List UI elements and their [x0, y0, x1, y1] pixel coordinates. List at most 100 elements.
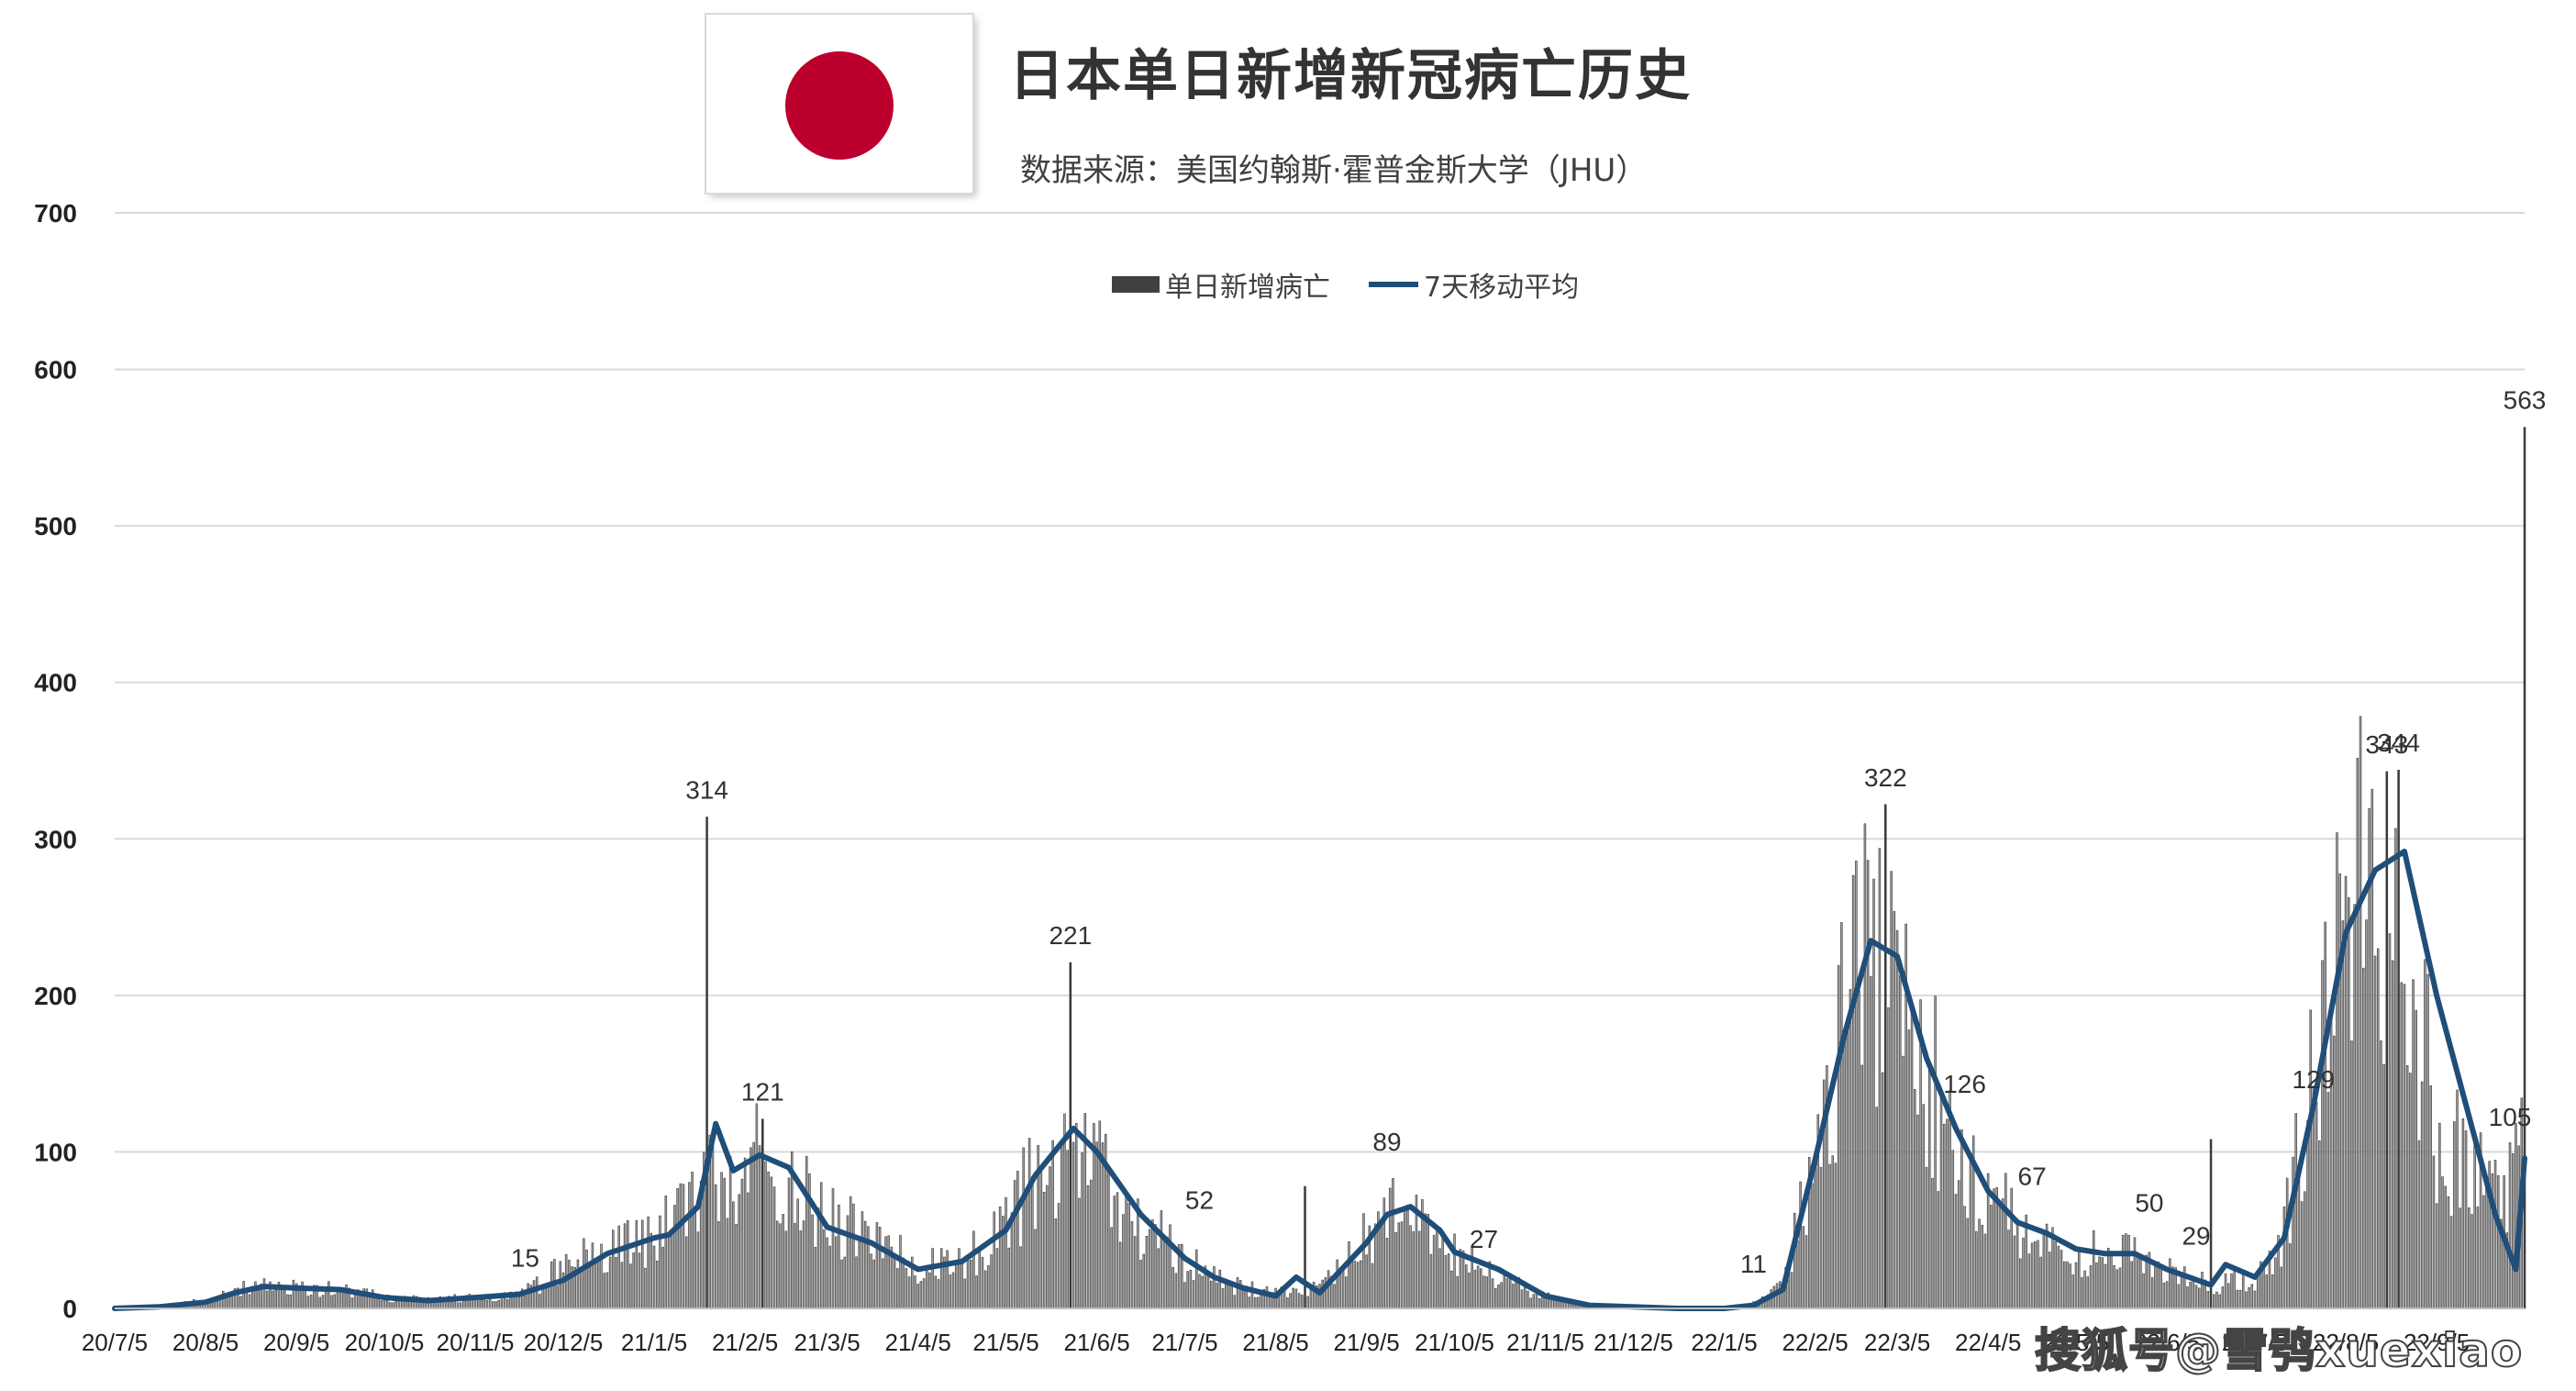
daily-death-bar	[2493, 1160, 2497, 1309]
daily-death-bar	[799, 1230, 803, 1309]
data-label: 52	[1185, 1185, 1214, 1214]
daily-death-bar	[2265, 1274, 2269, 1309]
daily-death-bar	[975, 1275, 978, 1309]
daily-death-bar	[1183, 1282, 1186, 1309]
daily-death-bar	[2118, 1267, 2122, 1309]
daily-death-bar	[899, 1234, 902, 1309]
daily-death-bar	[272, 1290, 274, 1309]
daily-death-bar	[846, 1215, 849, 1309]
daily-death-bar	[2083, 1270, 2086, 1309]
daily-death-bar	[1071, 1141, 1075, 1309]
data-label: 105	[2489, 1103, 2532, 1131]
x-tick-label: 21/6/5	[1063, 1329, 1129, 1356]
daily-death-bar	[652, 1245, 656, 1309]
daily-death-bar	[1459, 1249, 1462, 1309]
x-tick-label: 21/8/5	[1242, 1329, 1308, 1356]
daily-death-bar	[1465, 1264, 1468, 1309]
daily-death-bar	[228, 1296, 230, 1309]
daily-death-bar	[1154, 1224, 1157, 1309]
daily-death-bar	[1942, 1123, 1946, 1309]
daily-death-bar	[1122, 1214, 1125, 1309]
daily-death-bar	[2095, 1263, 2098, 1309]
daily-death-bar	[767, 1171, 770, 1309]
daily-death-bar	[2511, 1153, 2515, 1309]
daily-death-bar	[1301, 1295, 1304, 1309]
daily-death-bar	[1095, 1141, 1098, 1309]
daily-death-bar	[230, 1295, 234, 1309]
daily-death-bar	[2133, 1237, 2137, 1309]
daily-death-bar	[2233, 1271, 2236, 1309]
daily-death-bar	[318, 1296, 321, 1309]
daily-death-bar	[896, 1268, 899, 1309]
daily-death-bar	[1802, 1226, 1805, 1309]
daily-death-bar	[1837, 964, 1840, 1309]
daily-death-bar	[485, 1299, 489, 1309]
daily-death-bar	[1456, 1275, 1459, 1309]
daily-death-bar	[2125, 1233, 2127, 1309]
daily-death-bar	[1790, 1272, 1793, 1309]
y-tick-label: 0	[62, 1295, 77, 1323]
x-tick-label: 21/10/5	[1415, 1329, 1494, 1356]
daily-death-bar	[2409, 1073, 2412, 1309]
daily-death-bar	[1286, 1297, 1289, 1309]
daily-death-bar	[544, 1287, 548, 1309]
daily-death-bar	[1350, 1258, 1353, 1309]
daily-death-bar	[726, 1218, 729, 1309]
daily-death-bar	[1171, 1266, 1174, 1309]
axis-layer: 0 100 200 300 400 500 600 700 20/7/5 20/8/5 20/9/5…	[34, 199, 2525, 1356]
daily-death-bar	[1089, 1179, 1093, 1309]
daily-death-bar	[1139, 1260, 1142, 1309]
daily-death-bar	[711, 1129, 715, 1309]
daily-death-bar	[1233, 1295, 1237, 1309]
daily-death-bar	[2010, 1187, 2013, 1309]
daily-death-bar	[1336, 1259, 1338, 1309]
daily-death-bar	[1022, 1147, 1025, 1309]
daily-death-bar	[309, 1295, 313, 1309]
daily-death-bar	[1819, 1166, 1823, 1309]
y-tick-label: 100	[34, 1138, 77, 1166]
daily-death-bar	[1198, 1274, 1201, 1309]
daily-death-bar	[483, 1297, 485, 1309]
daily-death-bar	[1855, 861, 1858, 1309]
daily-death-bar	[2385, 771, 2389, 1309]
daily-death-bar	[2062, 1261, 2066, 1309]
daily-death-bar	[1216, 1282, 1218, 1309]
y-tick-label: 600	[34, 356, 77, 384]
daily-death-bar	[1875, 1107, 1878, 1309]
x-tick-label: 22/5/5	[2043, 1329, 2109, 1356]
daily-death-bar	[2417, 1140, 2421, 1309]
daily-death-bar	[1327, 1270, 1330, 1309]
daily-death-bar	[2464, 1130, 2468, 1309]
daily-death-bar	[902, 1257, 905, 1309]
daily-death-bar	[1793, 1212, 1796, 1309]
daily-death-bar	[1907, 1029, 1911, 1309]
daily-death-bar	[1306, 1296, 1309, 1309]
daily-death-bar	[1893, 910, 1896, 1309]
daily-death-bar	[934, 1275, 938, 1309]
daily-death-bar	[1049, 1166, 1051, 1309]
daily-death-bar	[1538, 1297, 1541, 1309]
daily-death-bar	[1221, 1288, 1225, 1309]
daily-death-bar	[1497, 1285, 1500, 1309]
daily-death-bar	[2212, 1294, 2215, 1309]
daily-death-bar	[1493, 1287, 1497, 1309]
daily-death-bar	[535, 1276, 539, 1309]
daily-death-bar	[2180, 1272, 2183, 1309]
daily-death-bar	[1954, 1194, 1958, 1309]
data-label: 121	[741, 1078, 784, 1107]
daily-death-bar	[978, 1249, 982, 1309]
daily-death-bar	[1863, 823, 1867, 1309]
daily-death-bar	[1148, 1229, 1151, 1309]
data-label: 322	[1864, 763, 1907, 792]
daily-death-bar	[1482, 1275, 1485, 1309]
x-tick-label: 22/4/5	[1955, 1329, 2021, 1356]
daily-death-bar	[2426, 974, 2429, 1309]
daily-death-bar	[2289, 1243, 2292, 1309]
daily-death-bar	[776, 1220, 779, 1309]
daily-death-bar	[1981, 1224, 1984, 1309]
daily-death-bar	[738, 1194, 740, 1309]
data-label: 27	[1470, 1225, 1498, 1253]
daily-death-bar	[2115, 1269, 2119, 1309]
daily-death-bar	[488, 1298, 492, 1309]
grid-layer	[115, 212, 2525, 1309]
